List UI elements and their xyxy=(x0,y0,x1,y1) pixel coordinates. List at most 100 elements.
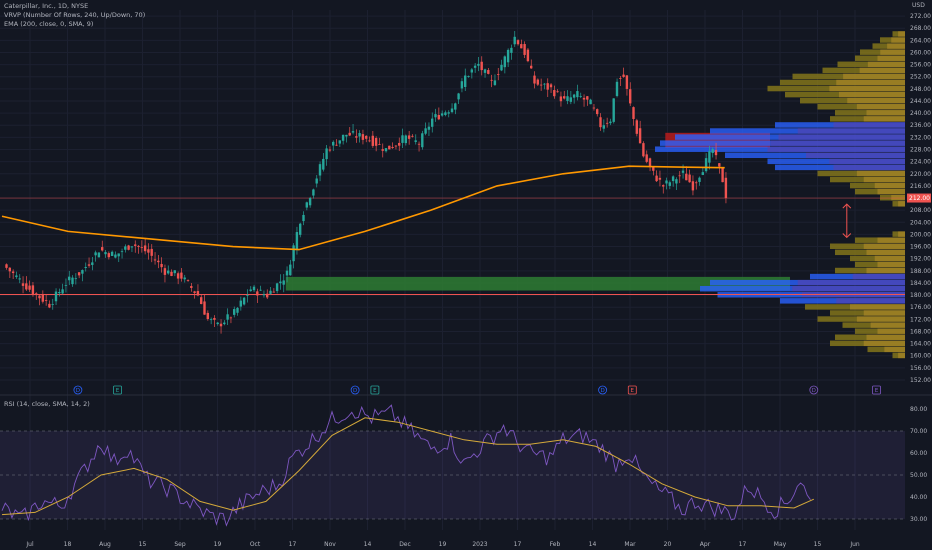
dividend-marker[interactable]: D xyxy=(73,385,83,395)
candle-body xyxy=(655,175,658,182)
earnings-marker[interactable]: E xyxy=(113,385,122,395)
candle-body xyxy=(602,125,605,129)
symbol-legend[interactable]: Caterpillar, Inc., 1D, NYSE xyxy=(4,2,89,10)
candle xyxy=(328,146,332,153)
volume-profile-row xyxy=(866,334,905,340)
candle xyxy=(239,296,242,311)
candle xyxy=(209,317,213,325)
candle-body xyxy=(351,131,355,133)
marker-box xyxy=(73,385,83,395)
volume-profile-row xyxy=(874,255,905,262)
volume-profile-row xyxy=(877,261,905,268)
price-tick-label: 160.00 xyxy=(910,353,931,360)
candle xyxy=(94,250,97,262)
earnings-marker[interactable]: E xyxy=(370,385,380,395)
candle-body xyxy=(371,135,374,146)
volume-profile-row xyxy=(850,304,905,310)
candle xyxy=(378,137,381,146)
volume-profile-row xyxy=(852,273,905,280)
candle xyxy=(35,292,38,300)
candle xyxy=(533,71,536,89)
time-tick-label: 14 xyxy=(589,541,597,548)
price-tick-label: 176.00 xyxy=(910,304,931,311)
candle-body xyxy=(421,133,424,148)
volume-profile-row xyxy=(778,134,905,140)
candle-body xyxy=(332,141,335,146)
candle-body xyxy=(134,244,137,246)
candle-body xyxy=(652,166,655,171)
candle xyxy=(157,255,160,269)
candle-body xyxy=(239,300,242,307)
candle xyxy=(259,285,262,291)
time-tick-label: 17 xyxy=(739,541,747,548)
volume-profile-row xyxy=(866,267,905,274)
candle-body xyxy=(556,91,559,93)
marker-label: E xyxy=(116,388,120,394)
candle-body xyxy=(539,84,543,86)
candle-body xyxy=(407,135,411,139)
volume-profile-row xyxy=(863,310,905,316)
price-tick-label: 196.00 xyxy=(910,244,931,251)
candle xyxy=(206,310,209,321)
dividend-marker[interactable]: D xyxy=(809,385,819,395)
ema-200-line xyxy=(1,165,725,251)
vrvp-legend[interactable]: VRVP (Number Of Rows, 240, Up/Down, 70) xyxy=(4,11,146,19)
candle xyxy=(589,98,592,105)
candle-body xyxy=(572,94,576,98)
ema-legend[interactable]: EMA (200, close, 0, SMA, 9) xyxy=(4,20,94,28)
candle-body xyxy=(97,252,101,258)
candle xyxy=(556,89,559,93)
candle-body xyxy=(180,272,183,279)
time-tick-label: Feb xyxy=(550,541,561,548)
earnings-marker[interactable]: E xyxy=(627,385,637,395)
price-tick-label: 156.00 xyxy=(910,365,931,372)
dividend-marker[interactable]: D xyxy=(350,385,360,395)
candle-body xyxy=(424,128,427,134)
candle xyxy=(539,78,543,91)
candle xyxy=(226,308,229,326)
marker-box xyxy=(872,385,881,395)
candle xyxy=(404,134,407,146)
candle xyxy=(292,243,295,269)
candle xyxy=(506,48,510,67)
candle xyxy=(493,74,497,86)
candle-body xyxy=(325,148,328,160)
volume-profile-row xyxy=(863,116,905,122)
time-axis[interactable]: Jul 18 Aug 15 Sep 19 Oct 17 Nov 14 Dec 19 2023 17 Feb 1… xyxy=(25,541,860,548)
candle-body xyxy=(721,167,724,183)
time-tick-label: 18 xyxy=(64,541,72,548)
marker-label: E xyxy=(875,388,879,394)
candle xyxy=(708,145,711,170)
candle-body xyxy=(464,75,467,87)
rsi-legend[interactable]: RSI (14, close, SMA, 14, 2) xyxy=(4,400,90,408)
candle-body xyxy=(289,264,292,276)
candle xyxy=(391,142,394,149)
candle-body xyxy=(285,270,289,276)
candle-body xyxy=(190,286,193,288)
candle xyxy=(467,75,470,78)
candle xyxy=(652,166,655,176)
time-tick-label: 15 xyxy=(814,541,822,548)
candle-body xyxy=(104,252,107,255)
candle xyxy=(625,74,629,96)
candle-body xyxy=(318,164,322,176)
candle xyxy=(444,110,447,117)
candle-body xyxy=(110,251,114,256)
price-tick-label: 208.00 xyxy=(910,207,931,214)
candle xyxy=(526,47,530,63)
candle-body xyxy=(619,78,622,79)
time-tick-label: 14 xyxy=(364,541,372,548)
last-price-label: 212.00 xyxy=(909,195,930,202)
candle-body xyxy=(229,317,233,319)
candle-body xyxy=(609,121,612,124)
dividend-marker[interactable]: D xyxy=(598,385,607,395)
candle-body xyxy=(206,312,209,320)
candle xyxy=(586,95,589,106)
price-tick-label: 152.00 xyxy=(910,377,931,384)
earnings-marker[interactable]: E xyxy=(872,385,881,395)
candle-body xyxy=(394,145,398,147)
candle-body xyxy=(193,291,196,293)
price-tick-label: 244.00 xyxy=(910,98,931,105)
candle xyxy=(520,39,523,49)
